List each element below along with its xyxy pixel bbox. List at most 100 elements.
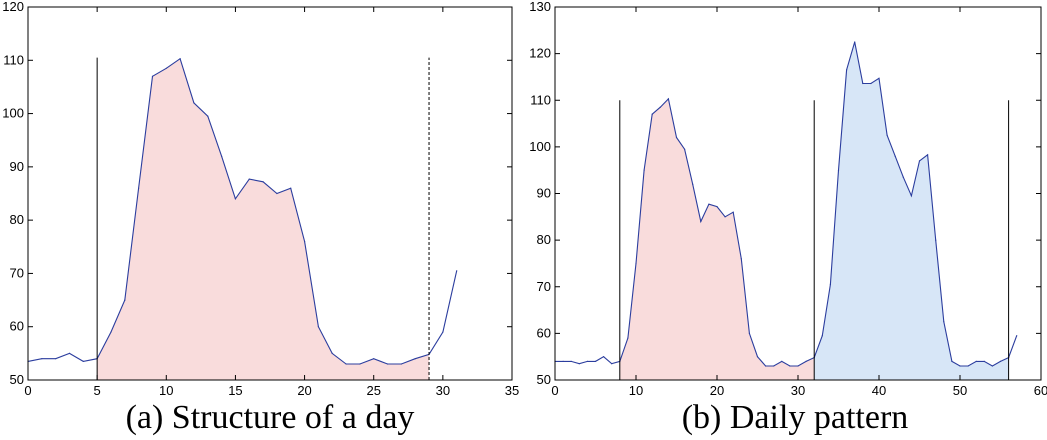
data-point (943, 321, 945, 323)
shaded-region-0 (619, 98, 815, 381)
data-point (562, 360, 564, 362)
series-line (555, 41, 1018, 367)
data-point (359, 363, 361, 365)
y-tick-label: 80 (10, 212, 24, 227)
y-tick-label: 100 (2, 106, 24, 121)
data-point (862, 82, 864, 85)
axes-frame (27, 6, 513, 381)
data-point (967, 365, 969, 367)
data-point (82, 360, 84, 362)
data-point (854, 41, 856, 43)
x-tick-label: 35 (505, 383, 519, 398)
y-tick-label: 120 (2, 0, 24, 14)
x-tick-label: 20 (297, 383, 311, 398)
data-point (716, 206, 718, 208)
data-point (578, 363, 580, 365)
y-tick-label: 60 (10, 319, 24, 334)
data-point (207, 115, 209, 117)
panel-a: (a) Structure of a day 0 5 10 15 20 25 30 35 50 6… (2, 0, 519, 436)
y-tick-label: 70 (537, 279, 551, 294)
x-tick-label: 0 (551, 383, 558, 398)
x-tick-label: 20 (710, 383, 724, 398)
data-point (331, 352, 333, 354)
x-tick-label: 5 (94, 383, 101, 398)
data-point (68, 352, 71, 354)
data-point (659, 106, 661, 108)
data-point (55, 358, 57, 360)
data-point (603, 356, 605, 358)
data-point (700, 220, 702, 223)
data-point (667, 98, 670, 100)
axes-frame (554, 6, 1042, 381)
y-tick-label: 110 (530, 92, 551, 107)
data-point (304, 240, 306, 243)
data-point (797, 365, 799, 367)
x-tick-label: 15 (228, 383, 242, 398)
y-tick-label: 100 (529, 139, 551, 154)
data-point (837, 169, 840, 171)
data-point (400, 363, 402, 365)
data-point (724, 216, 726, 218)
data-point (586, 360, 589, 362)
data-point (692, 183, 694, 185)
data-point (708, 203, 710, 205)
data-point (193, 102, 195, 104)
data-point (870, 82, 872, 85)
data-point (821, 335, 823, 337)
panel-b-caption: (b) Daily pattern (682, 399, 909, 436)
panel-a-caption: (a) Structure of a day (126, 399, 415, 436)
series-line (27, 57, 458, 365)
x-tick-label: 50 (953, 383, 967, 398)
data-point (124, 299, 126, 301)
data-point (456, 270, 458, 272)
data-point (386, 363, 389, 365)
x-tick-label: 60 (1034, 383, 1047, 398)
data-point (138, 187, 140, 189)
y-tick-label: 110 (3, 52, 24, 67)
data-point (910, 195, 913, 197)
data-point (829, 283, 832, 285)
data-point (789, 365, 791, 367)
y-tick-label: 130 (529, 0, 551, 14)
data-point (276, 192, 278, 195)
data-point (765, 365, 767, 367)
x-tick-label: 40 (872, 383, 886, 398)
data-point (611, 363, 613, 365)
data-point (234, 198, 236, 200)
data-point (317, 326, 319, 328)
y-tick-label: 60 (537, 325, 551, 340)
data-point (262, 181, 264, 183)
data-point (414, 358, 416, 360)
data-point (290, 187, 292, 189)
y-tick-label: 90 (10, 159, 24, 174)
data-point (179, 58, 181, 60)
data-point (373, 358, 375, 360)
data-point (902, 176, 904, 178)
data-point (740, 258, 742, 260)
panel-b: (b) Daily pattern 0 10 20 30 40 50 60 50 60 70 80 9… (529, 0, 1047, 436)
data-point (781, 360, 783, 362)
x-tick-label: 30 (436, 383, 450, 398)
y-tick-label: 70 (10, 265, 24, 280)
x-tick-label: 30 (791, 383, 805, 398)
y-tick-label: 80 (537, 232, 551, 247)
shaded-region-1 (814, 42, 1009, 380)
data-point (594, 360, 597, 362)
data-point (983, 360, 985, 362)
data-point (165, 67, 167, 69)
data-point (927, 154, 929, 156)
data-point (570, 360, 572, 362)
data-point (345, 363, 347, 365)
data-point (627, 337, 629, 339)
data-point (248, 178, 250, 180)
data-point (756, 356, 759, 358)
data-point (635, 262, 637, 264)
data-point (1016, 335, 1018, 337)
data-point (643, 169, 645, 171)
data-point (151, 75, 154, 77)
data-point (894, 155, 896, 157)
data-point (732, 211, 734, 213)
x-tick-label: 10 (159, 383, 173, 398)
data-point (651, 113, 653, 115)
